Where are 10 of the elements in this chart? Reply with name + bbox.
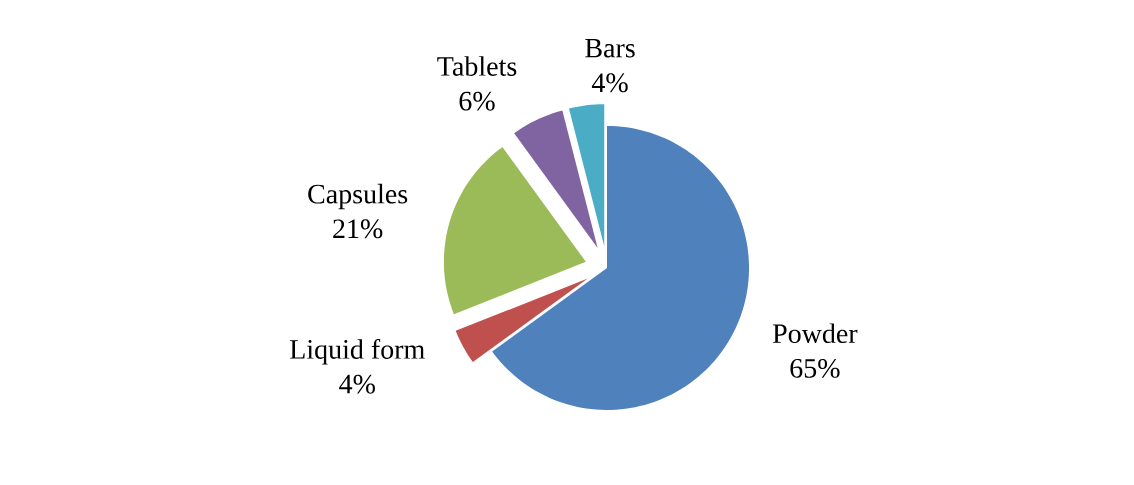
slice-label: Liquid form: [290, 338, 425, 365]
data-label: 6%: [459, 91, 495, 111]
data-label: 65%: [790, 358, 840, 378]
data-label: 4%: [591, 73, 628, 93]
slice-label: Tablets: [437, 56, 517, 76]
slice-label: Bars: [585, 38, 635, 58]
slice-label: Powder: [772, 323, 858, 344]
slice-label: Capsules: [308, 183, 408, 210]
data-label: 21%: [333, 219, 383, 239]
data-label: 4%: [339, 374, 375, 394]
